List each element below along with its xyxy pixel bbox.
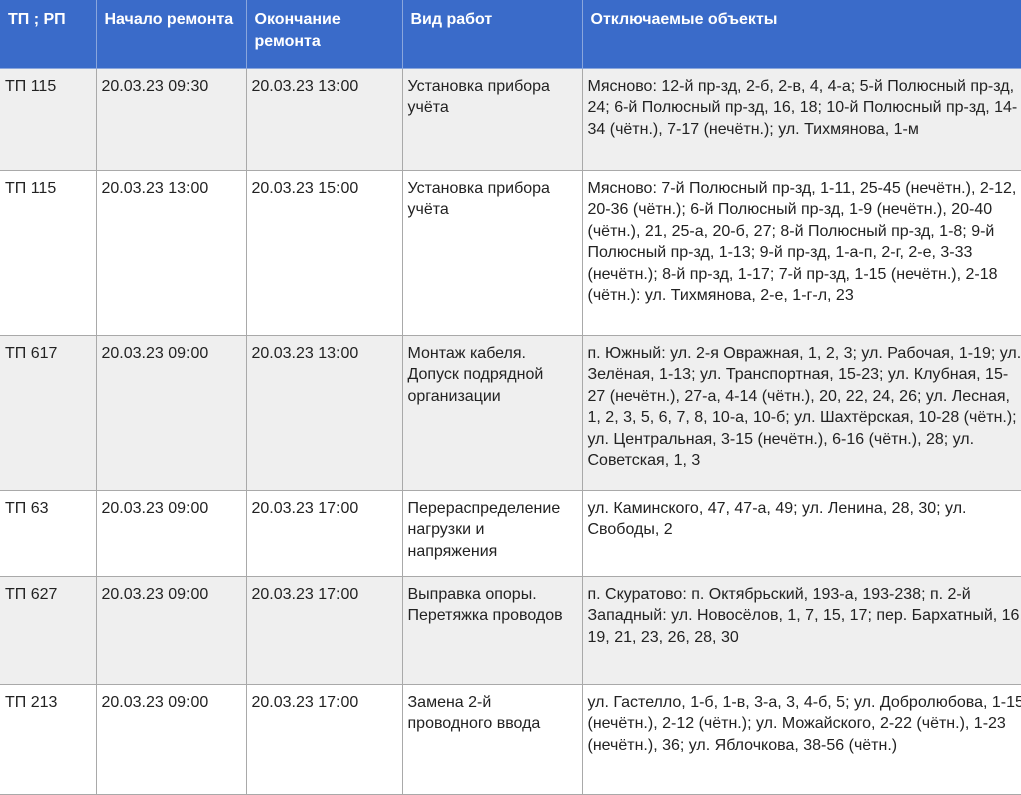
table-row: ТП 627 20.03.23 09:00 20.03.23 17:00 Выправ… <box>0 575 1021 685</box>
cell-end: 20.03.23 17:00 <box>245 575 403 685</box>
header-start: Начало ремонта <box>95 0 247 69</box>
header-tp: ТП ; РП <box>0 0 97 69</box>
cell-end: 20.03.23 13:00 <box>245 67 403 171</box>
header-objects: Отключаемые объекты <box>581 0 1021 69</box>
cell-work-type: Монтаж кабеля. Допуск подрядной организа… <box>401 334 583 491</box>
cell-objects: п. Скуратово: п. Октябрьский, 193-а, 193… <box>581 575 1021 685</box>
cell-start: 20.03.23 09:00 <box>95 683 247 795</box>
cell-start: 20.03.23 09:30 <box>95 67 247 171</box>
cell-end: 20.03.23 17:00 <box>245 489 403 577</box>
cell-start: 20.03.23 13:00 <box>95 169 247 336</box>
cell-objects: Мясново: 12-й пр-зд, 2-б, 2-в, 4, 4-а; 5… <box>581 67 1021 171</box>
cell-work-type: Замена 2-й проводного ввода <box>401 683 583 795</box>
cell-work-type: Выправка опоры. Перетяжка проводов <box>401 575 583 685</box>
cell-end: 20.03.23 17:00 <box>245 683 403 795</box>
header-work-type: Вид работ <box>401 0 583 69</box>
cell-objects: ул. Каминского, 47, 47-а, 49; ул. Ленина… <box>581 489 1021 577</box>
table-header-row: ТП ; РП Начало ремонта Окончание ремонта… <box>0 0 1021 69</box>
cell-work-type: Установка прибора учёта <box>401 169 583 336</box>
table-row: ТП 213 20.03.23 09:00 20.03.23 17:00 Замена… <box>0 683 1021 795</box>
cell-objects: п. Южный: ул. 2-я Овражная, 1, 2, 3; ул.… <box>581 334 1021 491</box>
cell-tp: ТП 627 <box>0 575 97 685</box>
cell-tp: ТП 617 <box>0 334 97 491</box>
cell-end: 20.03.23 13:00 <box>245 334 403 491</box>
cell-objects: ул. Гастелло, 1-б, 1-в, 3-а, 3, 4-б, 5; … <box>581 683 1021 795</box>
cell-end: 20.03.23 15:00 <box>245 169 403 336</box>
cell-start: 20.03.23 09:00 <box>95 575 247 685</box>
cell-start: 20.03.23 09:00 <box>95 489 247 577</box>
table-row: ТП 115 20.03.23 13:00 20.03.23 15:00 Устано… <box>0 169 1021 336</box>
cell-tp: ТП 115 <box>0 169 97 336</box>
cell-work-type: Установка прибора учёта <box>401 67 583 171</box>
cell-tp: ТП 63 <box>0 489 97 577</box>
cell-objects: Мясново: 7-й Полюсный пр-зд, 1-11, 25-45… <box>581 169 1021 336</box>
cell-tp: ТП 213 <box>0 683 97 795</box>
header-end: Окончание ремонта <box>245 0 403 69</box>
cell-work-type: Перераспределение нагрузки и напряжения <box>401 489 583 577</box>
cell-tp: ТП 115 <box>0 67 97 171</box>
cell-start: 20.03.23 09:00 <box>95 334 247 491</box>
table-row: ТП 617 20.03.23 09:00 20.03.23 13:00 Монтаж… <box>0 334 1021 491</box>
table-row: ТП 63 20.03.23 09:00 20.03.23 17:00 Перерас… <box>0 489 1021 577</box>
table-row: ТП 115 20.03.23 09:30 20.03.23 13:00 Устано… <box>0 67 1021 171</box>
